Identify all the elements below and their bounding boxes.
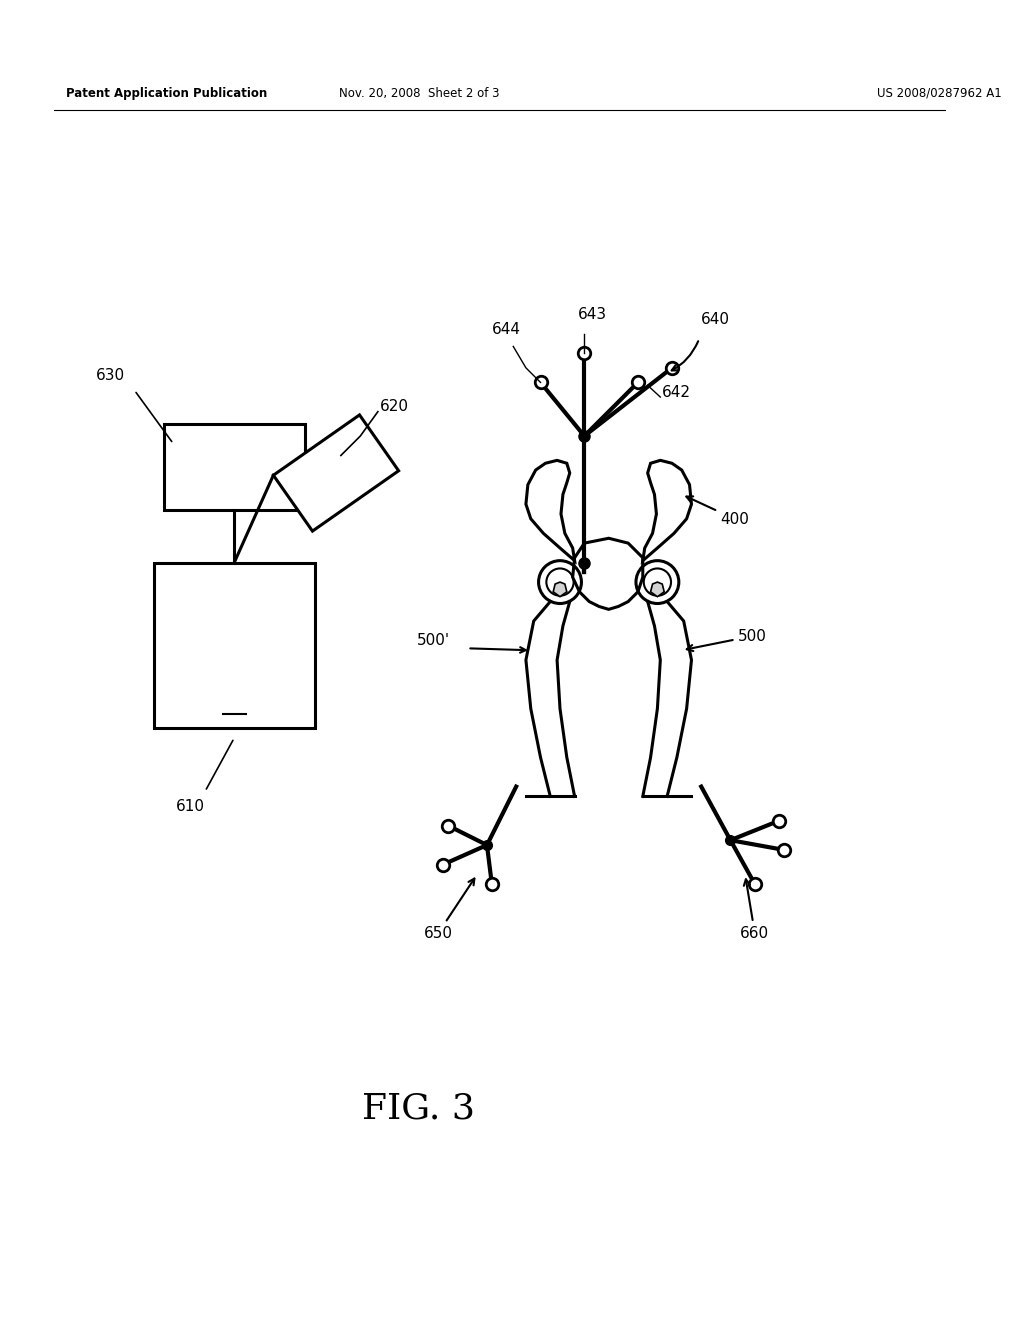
Text: 643: 643: [578, 308, 606, 322]
Text: Nov. 20, 2008  Sheet 2 of 3: Nov. 20, 2008 Sheet 2 of 3: [339, 87, 499, 100]
Text: 630: 630: [95, 368, 125, 383]
Polygon shape: [273, 414, 398, 531]
Text: 642: 642: [663, 385, 691, 400]
Bar: [154, 562, 314, 729]
Text: Patent Application Publication: Patent Application Publication: [67, 87, 267, 100]
Text: 400: 400: [686, 496, 750, 527]
PathPatch shape: [643, 461, 691, 561]
Text: 500: 500: [687, 628, 767, 651]
Text: 500': 500': [417, 634, 450, 648]
Text: FIG. 3: FIG. 3: [362, 1092, 475, 1125]
Text: 610: 610: [176, 799, 205, 813]
Text: 640: 640: [701, 312, 730, 327]
PathPatch shape: [572, 539, 643, 610]
Text: 650: 650: [424, 879, 474, 941]
Text: 660: 660: [740, 879, 769, 941]
Bar: [164, 424, 305, 510]
Polygon shape: [553, 582, 567, 597]
Polygon shape: [650, 582, 665, 597]
Text: 620: 620: [380, 399, 409, 414]
PathPatch shape: [526, 461, 574, 561]
Text: 644: 644: [492, 322, 521, 337]
Text: US 2008/0287962 A1: US 2008/0287962 A1: [877, 87, 1001, 100]
